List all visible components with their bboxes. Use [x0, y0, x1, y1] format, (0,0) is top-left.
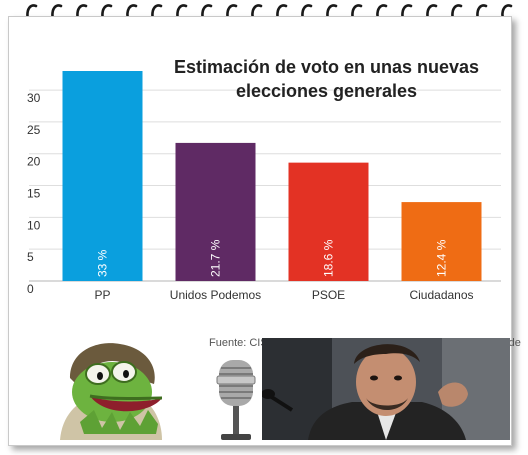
microphone-image — [216, 360, 256, 440]
bar — [401, 202, 482, 281]
category-label: PSOE — [312, 288, 345, 302]
category-label: Unidos Podemos — [170, 288, 261, 302]
y-tick-label: 10 — [27, 218, 41, 232]
y-tick-label: 25 — [27, 123, 41, 137]
category-label: PP — [94, 288, 110, 302]
kermit-frog-image — [60, 343, 163, 440]
bar-value-label: 12.4 % — [435, 239, 449, 277]
y-tick-label: 5 — [27, 250, 34, 264]
category-label: Ciudadanos — [409, 288, 473, 302]
y-tick-label: 20 — [27, 155, 41, 169]
bar — [288, 162, 369, 281]
bar-chart: 0 5 10 15 20 25 30 33 % PP 21.7 % Unidos Podemos 18… — [27, 71, 501, 302]
y-tick-label: 30 — [27, 91, 41, 105]
y-tick-label: 15 — [27, 187, 41, 201]
bar — [175, 142, 256, 281]
bar-value-label: 21.7 % — [209, 239, 223, 277]
bar-value-label: 33 % — [96, 249, 110, 277]
speaker-photo — [262, 338, 510, 440]
chart-title: Estimación de voto en unas nuevas elecci… — [173, 57, 480, 101]
bar-value-label: 18.6 % — [322, 239, 336, 277]
y-tick-label: 0 — [27, 282, 34, 296]
bar — [62, 71, 143, 281]
